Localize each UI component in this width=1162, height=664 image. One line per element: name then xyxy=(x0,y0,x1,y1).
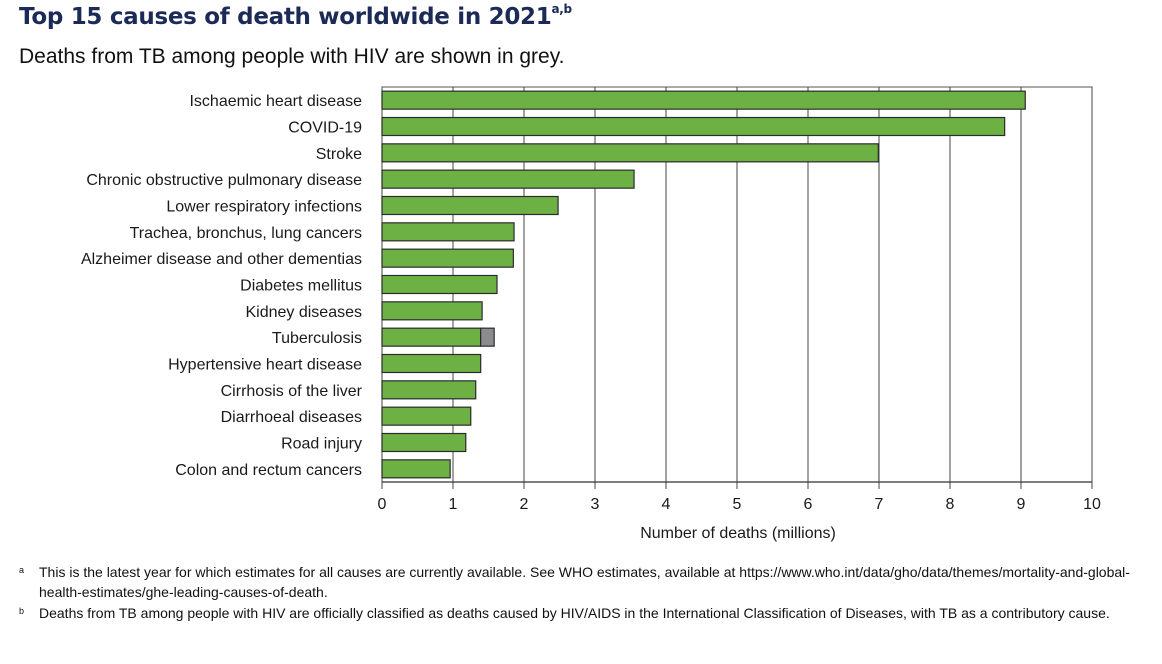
footnote-marker: a xyxy=(19,565,25,575)
footnote-b: b Deaths from TB among people with HIV a… xyxy=(19,603,1149,623)
bar xyxy=(381,274,498,295)
category-label: Cirrhosis of the liver xyxy=(221,383,363,400)
category-label: Colon and rectum cancers xyxy=(175,462,362,479)
bar xyxy=(381,459,451,479)
x-tick-label: 9 xyxy=(1017,496,1026,513)
x-axis-label: Number of deaths (millions) xyxy=(640,525,836,542)
title-footnote-markers: a,b xyxy=(551,2,572,16)
x-tick-label: 1 xyxy=(449,496,458,513)
footnote-text: This is the latest year for which estima… xyxy=(39,564,1130,600)
x-tick-label: 10 xyxy=(1083,496,1101,513)
bars xyxy=(381,90,1026,479)
category-label: Alzheimer disease and other dementias xyxy=(81,251,362,268)
bar-chart: Ischaemic heart disease COVID-19 Stroke Chr… xyxy=(81,86,1101,542)
bar xyxy=(381,406,472,426)
bar xyxy=(381,353,482,374)
category-label: Road injury xyxy=(281,436,362,453)
x-axis: 0 1 2 3 4 5 6 7 8 9 10 xyxy=(378,481,1101,513)
bar xyxy=(381,90,1026,110)
category-label: Stroke xyxy=(316,146,362,163)
bar xyxy=(381,116,1006,137)
bar xyxy=(381,143,879,163)
category-label: Ischaemic heart disease xyxy=(189,93,362,110)
category-label: Diarrhoeal diseases xyxy=(221,409,362,426)
bar xyxy=(381,301,483,321)
chart-subtitle: Deaths from TB among people with HIV are… xyxy=(19,45,565,68)
category-label: Trachea, bronchus, lung cancers xyxy=(130,225,362,242)
x-tick-label: 7 xyxy=(875,496,884,513)
bar xyxy=(381,169,635,189)
chart-title: Top 15 causes of death worldwide in 2021… xyxy=(19,2,572,30)
x-tick-label: 2 xyxy=(520,496,529,513)
x-tick-label: 8 xyxy=(946,496,955,513)
bar xyxy=(381,248,514,268)
bar xyxy=(381,222,515,242)
category-label: Diabetes mellitus xyxy=(240,278,362,295)
x-tick-label: 0 xyxy=(378,496,387,513)
category-label: Chronic obstructive pulmonary disease xyxy=(86,172,362,189)
bar xyxy=(381,432,467,453)
footnote-a: a This is the latest year for which esti… xyxy=(19,562,1149,602)
x-tick-label: 3 xyxy=(591,496,600,513)
bar xyxy=(381,327,482,347)
bar-segment-tb-hiv xyxy=(480,327,495,347)
category-label: Tuberculosis xyxy=(272,330,362,347)
x-tick-label: 4 xyxy=(662,496,671,513)
bar xyxy=(381,195,559,216)
footnote-marker: b xyxy=(19,606,25,616)
category-label: Kidney diseases xyxy=(245,304,362,321)
x-tick-label: 6 xyxy=(804,496,813,513)
bar xyxy=(381,380,477,400)
x-tick-label: 5 xyxy=(733,496,742,513)
category-label: Hypertensive heart disease xyxy=(168,357,362,374)
category-labels: Ischaemic heart disease COVID-19 Stroke Chr… xyxy=(81,93,363,479)
category-label: Lower respiratory infections xyxy=(166,199,362,216)
chart-title-text: Top 15 causes of death worldwide in 2021 xyxy=(19,4,552,30)
footnote-text: Deaths from TB among people with HIV are… xyxy=(39,605,1110,621)
category-label: COVID-19 xyxy=(288,120,362,137)
